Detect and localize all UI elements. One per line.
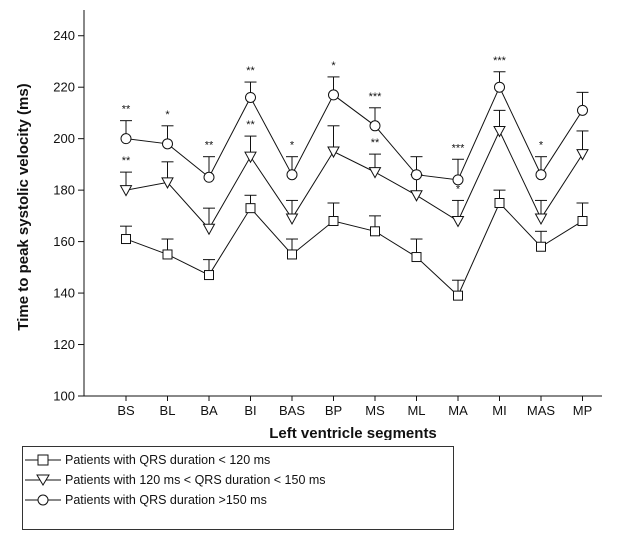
square-marker-icon <box>25 454 61 466</box>
x-tick-label: BA <box>200 403 218 418</box>
series-line <box>125 202 583 297</box>
y-tick-label: 200 <box>53 131 75 146</box>
x-tick-label: ML <box>407 403 425 418</box>
data-point-triangle <box>285 213 299 225</box>
significance-marker: *** <box>369 91 383 103</box>
significance-marker: *** <box>493 55 507 67</box>
series-square <box>120 189 589 301</box>
data-point-circle <box>577 104 588 116</box>
data-point-circle <box>162 138 173 150</box>
data-point-triangle <box>451 216 465 228</box>
x-tick-label: BS <box>117 403 135 418</box>
data-point-triangle <box>576 149 589 161</box>
y-axis-title: Time to peak systolic velocity (ms) <box>15 83 32 330</box>
significance-marker: *** <box>452 142 466 154</box>
legend-entry-qrs-over-150: Patients with QRS duration >150 ms <box>23 491 267 509</box>
legend-entry-qrs-under-120: Patients with QRS duration < 120 ms <box>23 451 270 469</box>
legend-label-qrs-under-120: Patients with QRS duration < 120 ms <box>65 453 271 467</box>
y-tick-label: 100 <box>53 389 75 404</box>
x-tick-label: BL <box>160 403 176 418</box>
y-tick-label: 120 <box>53 337 75 352</box>
data-point-square <box>328 216 339 227</box>
legend-entry-qrs-120-150: Patients with 120 ms < QRS duration < 15… <box>23 471 326 489</box>
legend-label-qrs-over-150: Patients with QRS duration >150 ms <box>65 493 267 507</box>
data-point-triangle <box>534 213 548 225</box>
x-tick-label: BI <box>244 403 256 418</box>
chart: 100 120 140 160 180 200 220 240 BS BL BA BI BAS BP MS M… <box>15 10 602 440</box>
data-point-triangle <box>410 190 423 202</box>
significance-marker: * <box>290 140 295 152</box>
data-point-circle <box>120 133 132 145</box>
data-point-square <box>162 249 173 260</box>
series-line <box>125 86 583 181</box>
data-point-triangle <box>202 223 216 236</box>
data-point-circle <box>203 171 215 183</box>
significance-marker: * <box>456 183 461 195</box>
data-point-square <box>453 290 463 301</box>
data-point-triangle <box>493 125 506 138</box>
data-point-square <box>577 216 588 227</box>
data-point-circle <box>411 169 422 181</box>
series-circle <box>120 71 589 186</box>
x-tick-label: MS <box>365 403 385 418</box>
y-tick-label: 220 <box>53 80 75 95</box>
data-point-circle <box>452 174 464 186</box>
y-tick-label: 180 <box>53 183 75 198</box>
data-point-triangle <box>244 151 257 164</box>
x-tick-label: BAS <box>279 403 305 418</box>
significance-marker: * <box>331 60 336 72</box>
data-point-square <box>411 252 422 263</box>
x-tick-label: MP <box>573 403 593 418</box>
significance-marker: ** <box>246 65 255 77</box>
data-point-circle <box>494 81 505 93</box>
data-point-circle <box>535 169 547 181</box>
x-tick-label: MAS <box>527 403 556 418</box>
legend-label-qrs-120-150: Patients with 120 ms < QRS duration < 15… <box>65 473 326 487</box>
series-triangle-down <box>119 109 589 236</box>
data-point-square <box>494 198 505 208</box>
data-point-circle <box>328 89 339 101</box>
significance-marker: ** <box>246 119 255 131</box>
y-tick-label: 240 <box>53 28 75 43</box>
legend: Patients with QRS duration < 120 ms Pati… <box>22 446 454 530</box>
significance-marker: ** <box>371 137 380 149</box>
data-point-square <box>245 203 256 214</box>
x-tick-label: MA <box>448 403 468 418</box>
y-tick-label: 160 <box>53 234 75 249</box>
data-point-square <box>536 241 546 252</box>
data-point-circle <box>286 169 298 181</box>
data-point-square <box>121 234 131 245</box>
data-point-triangle <box>119 185 133 197</box>
data-point-triangle <box>327 146 340 159</box>
series-line <box>125 129 583 230</box>
significance-marker: * <box>539 140 544 152</box>
significance-marker: * <box>165 109 170 121</box>
triangle-marker-icon <box>25 474 61 486</box>
significance-marker: ** <box>122 104 131 116</box>
significance-marker: ** <box>122 155 131 167</box>
data-point-circle <box>245 91 256 103</box>
x-tick-label: MI <box>492 403 506 418</box>
y-tick-label: 140 <box>53 286 75 301</box>
data-point-square <box>370 226 380 237</box>
data-point-triangle <box>368 167 382 179</box>
data-point-square <box>287 249 297 260</box>
x-axis-title: Left ventricle segments <box>269 425 437 440</box>
circle-marker-icon <box>25 494 61 506</box>
x-tick-label: BP <box>325 403 342 418</box>
data-point-square <box>204 270 214 281</box>
significance-marker: ** <box>205 140 214 152</box>
data-point-triangle <box>161 177 174 189</box>
data-point-circle <box>369 120 381 132</box>
